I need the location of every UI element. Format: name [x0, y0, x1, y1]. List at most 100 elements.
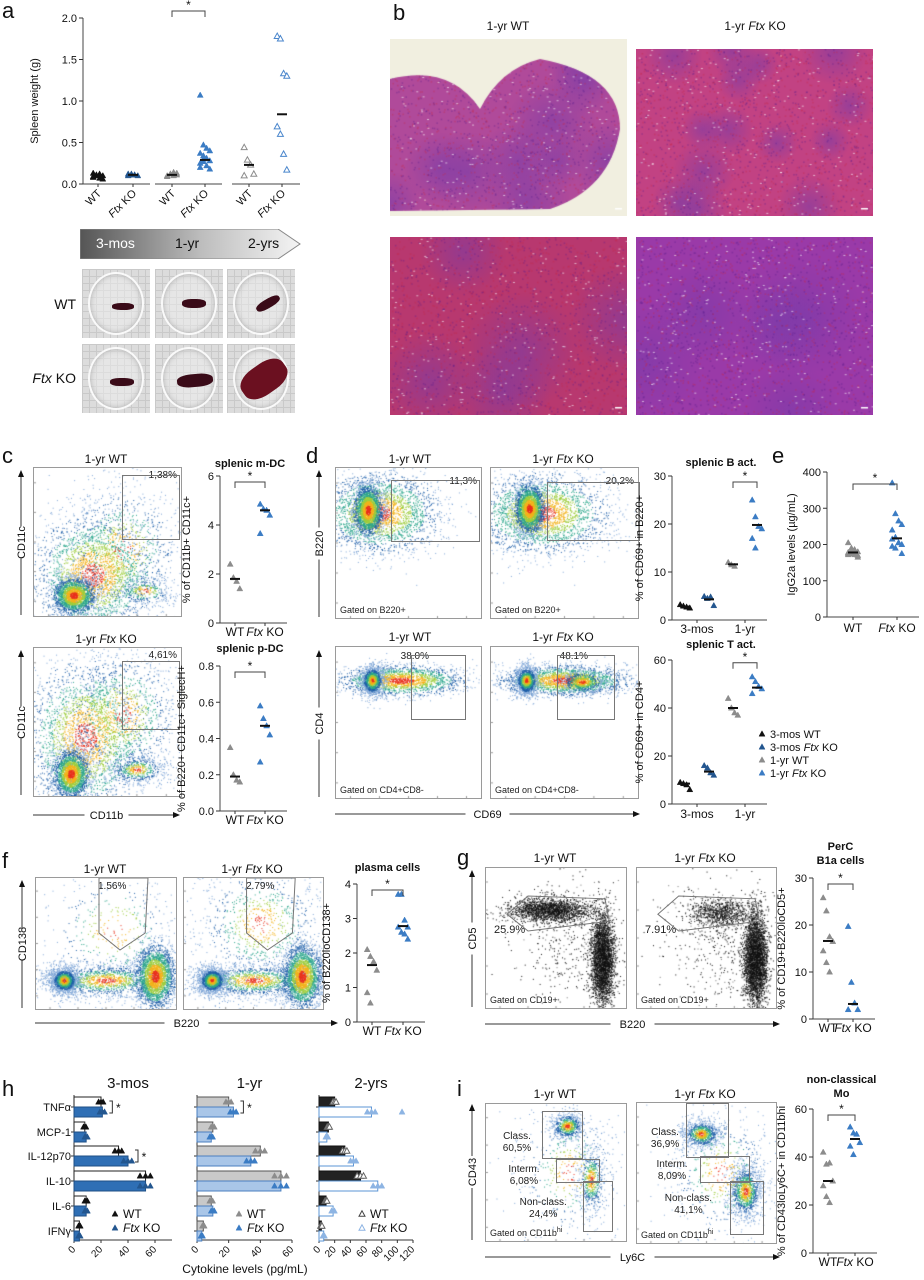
- h-significance-bracket: [135, 1149, 139, 1163]
- h-bar: [318, 1170, 362, 1182]
- panel-label-i: i: [457, 1076, 462, 1101]
- h-legend-marker: [111, 1210, 119, 1217]
- h-data-point: [369, 1182, 377, 1189]
- spleen-photo: [155, 269, 223, 338]
- gate-percent: 1.56%: [98, 881, 127, 892]
- flow-plot-d-ko-b: 20,2% Gated on B220+: [490, 467, 640, 619]
- gate-percent: 2.79%: [246, 881, 275, 892]
- c_mdc-y-tick-label: 6: [208, 471, 214, 483]
- i-yaxis-arrowhead: [469, 1104, 475, 1111]
- h-category-label: IL-6: [52, 1201, 71, 1213]
- c_pdc-data-point: [259, 714, 267, 722]
- f-y-tick-label: 1: [345, 983, 351, 995]
- d_b-y-tick-label: 10: [654, 567, 666, 579]
- c-wt-yaxis-arrowhead: [18, 470, 24, 477]
- gate-polygon: [98, 878, 149, 951]
- a-x-tick-label: WT: [84, 187, 105, 208]
- h-x-tick-label: 60: [354, 1244, 370, 1260]
- gating-note: Gated on CD11bhi: [641, 1229, 714, 1240]
- h-data-point: [243, 1157, 250, 1164]
- h-legend-marker: [111, 1224, 119, 1231]
- a-data-point: [196, 149, 204, 156]
- legend-entry: 3-mos WT: [770, 729, 821, 741]
- e-data-point: [888, 542, 896, 549]
- h-legend-marker: [235, 1210, 243, 1217]
- c_pdc-y-tick-label: 0.8: [199, 661, 214, 673]
- d_b-y-tick-label: 20: [654, 519, 666, 531]
- f-y-axis-title: % of B220loCD138+: [321, 903, 333, 1003]
- e-y-tick-label: 0: [815, 612, 821, 624]
- i-data-point: [846, 1142, 854, 1149]
- h-data-point: [283, 1172, 290, 1179]
- d_t-data-point: [734, 711, 742, 718]
- a-data-point: [206, 165, 214, 172]
- h-data-point: [324, 1133, 332, 1140]
- a-x-tick-label: WT: [235, 187, 256, 208]
- a-data-point: [199, 141, 207, 148]
- h-legend-marker: [235, 1224, 243, 1231]
- c-ko-yaxis-arrowhead: [18, 650, 24, 657]
- gate-label: Non-class. 41,1%: [664, 1192, 713, 1216]
- spleen-tissue: [112, 303, 134, 310]
- i-x-tick-label: WT: [819, 1255, 838, 1269]
- c_pdc-chart-title: splenic p-DC: [216, 643, 283, 655]
- axis-label-bg: [610, 1017, 655, 1031]
- d-t-yaxis-arrowhead: [316, 650, 322, 657]
- h-x-tick-label: 20: [217, 1244, 233, 1260]
- gate-box: [556, 1158, 600, 1183]
- axis-label-bg: [465, 922, 479, 955]
- a-data-point: [249, 169, 258, 177]
- a-y-tick-label: 2.0: [62, 13, 77, 25]
- h-x-tick-label: 40: [339, 1244, 355, 1260]
- legend-marker: [758, 769, 766, 776]
- histology-title-wt: 1-yr WT: [486, 19, 530, 33]
- g-data-point: [854, 1005, 862, 1013]
- h-bar: [318, 1180, 379, 1192]
- a-data-point: [282, 71, 291, 79]
- c_mdc-data-point: [236, 584, 244, 592]
- c_pdc-y-tick-label: 0.6: [199, 697, 214, 709]
- g-x-tick-label: WT: [819, 1021, 838, 1035]
- g-y-tick-label: 30: [795, 873, 807, 885]
- gate-box: [122, 661, 181, 730]
- d_t-data-point: [731, 709, 739, 716]
- h-x-tick-label: 20: [323, 1244, 339, 1260]
- f-y-tick-label: 2: [345, 948, 351, 960]
- e-data-point: [891, 509, 899, 517]
- gating-note: Gated on CD4+CD8-: [495, 785, 579, 795]
- flow-plot-c-wt: 1,38%: [33, 467, 182, 617]
- gating-note: Gated on CD4+CD8-: [340, 785, 424, 795]
- gate-box: [546, 481, 640, 541]
- d_b-significance-star: *: [743, 469, 748, 483]
- e-data-point: [844, 550, 852, 558]
- h-data-point: [142, 1172, 149, 1179]
- d_b-data-point: [751, 513, 759, 520]
- photo-row-label-wt: WT: [54, 296, 76, 312]
- d-xaxis-arrowhead: [633, 811, 640, 817]
- h-data-point: [101, 1108, 108, 1115]
- histology-image-ko-high: [636, 237, 873, 415]
- d_t-data-point: [748, 673, 756, 680]
- h-data-point: [332, 1097, 340, 1105]
- gate-box: [391, 480, 481, 542]
- flow-plot-i-ko: Class. 36,9% Interm. 8,09% Non-class. 41,1% Ga…: [636, 1102, 777, 1244]
- h-data-point: [277, 1172, 285, 1179]
- a-data-point: [196, 91, 204, 98]
- c_pdc-data-point: [256, 758, 264, 765]
- spleen-photo: [82, 269, 150, 338]
- g-yaxis-arrowhead: [469, 870, 475, 877]
- i-xaxis-arrowhead: [773, 1254, 780, 1260]
- d_b-data-point: [751, 544, 759, 551]
- f-y-tick-label: 0: [345, 1017, 351, 1029]
- gate-box: [122, 475, 181, 540]
- flow-plot-i-wt: Class. 60,5% Interm. 6,08% Non-class. 24,4% Ga…: [485, 1103, 627, 1242]
- h-data-point: [210, 1123, 218, 1130]
- g-y-tick-label: 20: [795, 920, 807, 932]
- gate-polygon: [657, 895, 760, 932]
- d_t-data-point: [686, 785, 694, 793]
- c_mdc-data-point: [233, 577, 241, 584]
- d_b-y-axis-title: % of CD69+ in B220+: [634, 495, 646, 601]
- g-data-point: [822, 907, 830, 914]
- f-data-point: [366, 999, 374, 1006]
